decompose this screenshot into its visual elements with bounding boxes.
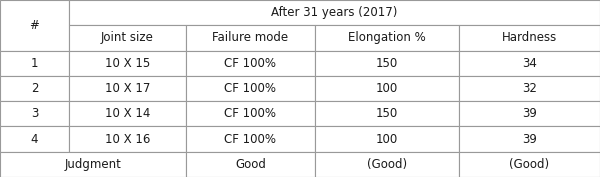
- Bar: [69, 76, 186, 101]
- Text: 1: 1: [31, 57, 38, 70]
- Text: CF 100%: CF 100%: [224, 82, 277, 95]
- Text: 2: 2: [31, 82, 38, 95]
- Bar: [69, 25, 186, 51]
- Bar: [315, 25, 459, 51]
- Text: 10 X 15: 10 X 15: [105, 57, 150, 70]
- Text: (Good): (Good): [367, 158, 407, 171]
- Text: 100: 100: [376, 133, 398, 145]
- Text: 39: 39: [522, 133, 537, 145]
- Text: 10 X 17: 10 X 17: [105, 82, 150, 95]
- Text: 34: 34: [522, 57, 537, 70]
- Bar: [315, 152, 459, 177]
- Text: CF 100%: CF 100%: [224, 57, 277, 70]
- Bar: [69, 101, 186, 126]
- Bar: [186, 101, 315, 126]
- Text: 10 X 14: 10 X 14: [105, 107, 150, 120]
- Bar: [459, 126, 600, 152]
- Bar: [0, 126, 69, 152]
- Text: CF 100%: CF 100%: [224, 133, 277, 145]
- Text: 3: 3: [31, 107, 38, 120]
- Bar: [0, 152, 186, 177]
- Bar: [315, 101, 459, 126]
- Bar: [186, 126, 315, 152]
- Text: Judgment: Judgment: [65, 158, 121, 171]
- Bar: [315, 76, 459, 101]
- Text: After 31 years (2017): After 31 years (2017): [271, 6, 398, 19]
- Text: 39: 39: [522, 107, 537, 120]
- Bar: [186, 76, 315, 101]
- Bar: [0, 0, 69, 51]
- Text: Hardness: Hardness: [502, 32, 557, 44]
- Text: Joint size: Joint size: [101, 32, 154, 44]
- Bar: [459, 101, 600, 126]
- Bar: [459, 152, 600, 177]
- Text: 150: 150: [376, 107, 398, 120]
- Text: 100: 100: [376, 82, 398, 95]
- Bar: [186, 152, 315, 177]
- Text: 32: 32: [522, 82, 537, 95]
- Bar: [186, 51, 315, 76]
- Bar: [0, 51, 69, 76]
- Text: CF 100%: CF 100%: [224, 107, 277, 120]
- Text: Failure mode: Failure mode: [212, 32, 289, 44]
- Bar: [0, 101, 69, 126]
- Bar: [69, 126, 186, 152]
- Text: (Good): (Good): [509, 158, 550, 171]
- Bar: [315, 126, 459, 152]
- Text: 150: 150: [376, 57, 398, 70]
- Bar: [459, 51, 600, 76]
- Text: #: #: [29, 19, 40, 32]
- Bar: [69, 51, 186, 76]
- Text: Good: Good: [235, 158, 266, 171]
- Bar: [186, 25, 315, 51]
- Text: 10 X 16: 10 X 16: [105, 133, 150, 145]
- Bar: [459, 76, 600, 101]
- Text: 4: 4: [31, 133, 38, 145]
- Bar: [459, 25, 600, 51]
- Bar: [315, 51, 459, 76]
- Text: Elongation %: Elongation %: [348, 32, 426, 44]
- Bar: [69, 0, 600, 25]
- Bar: [0, 76, 69, 101]
